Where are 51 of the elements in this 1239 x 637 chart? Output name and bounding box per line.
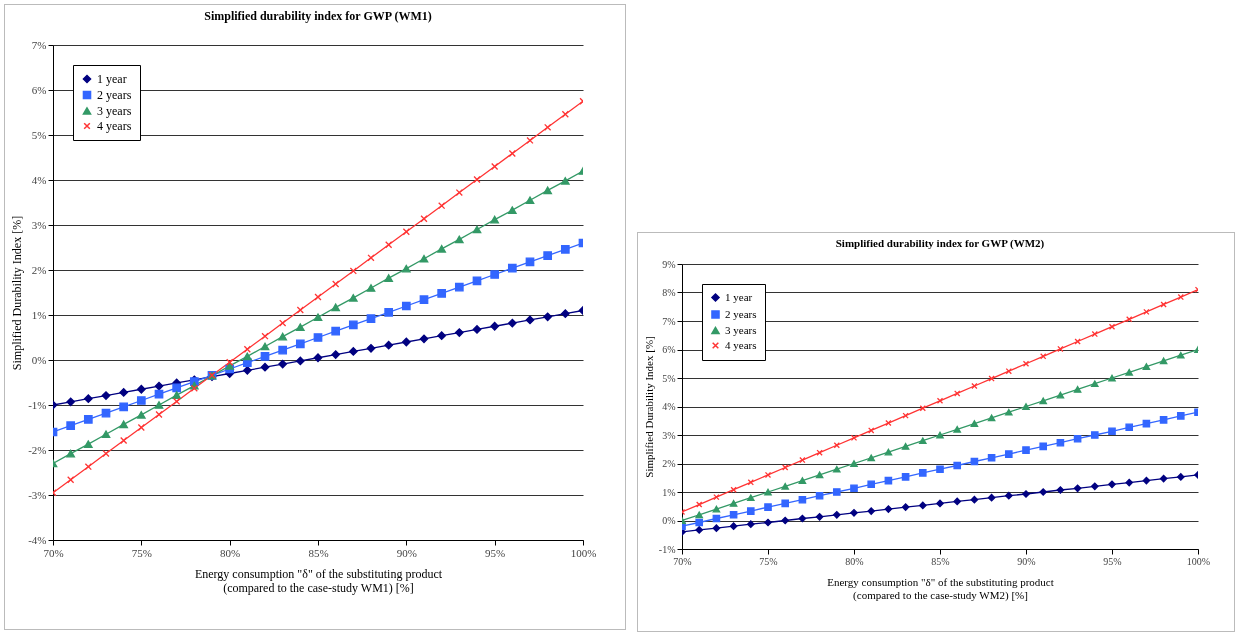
y-tick-label: -1% — [658, 543, 676, 555]
y-tick-label: 9% — [662, 258, 676, 270]
x-tick-label: 80% — [220, 546, 241, 559]
legend-label: 1 year — [725, 290, 753, 303]
x-tick-label: 75% — [759, 555, 778, 567]
y-tick-label: 2% — [31, 263, 47, 276]
x-axis-title: Energy consumption "δ" of the substituting product (compared to the case-study WM2) [%] — [827, 575, 1054, 602]
y-tick-label: 3% — [662, 429, 676, 441]
x-tick-label: 70% — [673, 555, 692, 567]
x-tick-label: 100% — [570, 546, 597, 559]
y-tick-label: 2% — [662, 458, 676, 469]
y-tick-label: 1% — [31, 308, 47, 321]
x-tick-label: 95% — [485, 546, 506, 559]
legend-label: 4 years — [97, 119, 132, 133]
x-tick-label: 85% — [308, 546, 329, 559]
y-tick-label: -2% — [28, 443, 47, 456]
y-tick-label: 1% — [662, 486, 676, 498]
x-tick-label: 75% — [131, 546, 152, 559]
y-tick-label: 3% — [31, 218, 47, 231]
chart-title: Simplified durability index for GWP (WM2) — [835, 237, 1045, 250]
y-tick-label: 8% — [662, 287, 676, 298]
y-tick-label: -4% — [28, 533, 47, 546]
legend-label: 2 years — [97, 88, 132, 102]
y-tick-label: -3% — [28, 488, 47, 501]
x-tick-label: 100% — [1186, 555, 1211, 567]
y-tick-label: 5% — [662, 372, 676, 384]
legend-label: 4 years — [725, 338, 757, 351]
y-axis-title: Simplified Durability Index [%] — [10, 215, 25, 371]
chart-title: Simplified durability index for GWP (WM1) — [204, 9, 432, 23]
y-tick-label: 7% — [31, 38, 47, 51]
y-tick-label: 7% — [662, 315, 676, 327]
y-tick-label: 4% — [31, 173, 47, 186]
x-axis-title: Energy consumption "δ" of the substituting product (compared to the case-study WM1) [%] — [194, 566, 443, 595]
x-tick-label: 80% — [845, 555, 864, 567]
legend-label: 1 year — [97, 72, 127, 86]
x-tick-label: 90% — [1017, 555, 1036, 567]
y-tick-label: -1% — [28, 398, 47, 411]
y-tick-label: 4% — [662, 401, 676, 412]
x-tick-label: 85% — [931, 555, 950, 567]
x-tick-label: 90% — [396, 546, 417, 559]
y-tick-label: 0% — [662, 515, 676, 526]
legend-label: 3 years — [97, 104, 132, 118]
x-tick-label: 95% — [1103, 555, 1122, 567]
y-tick-label: 0% — [31, 353, 47, 366]
x-tick-label: 70% — [43, 546, 64, 559]
legend-label: 2 years — [725, 307, 757, 320]
y-axis-title: Simplified Durability Index [%] — [642, 336, 655, 478]
y-tick-label: 6% — [662, 344, 676, 355]
y-tick-label: 5% — [31, 128, 47, 141]
legend-label: 3 years — [725, 323, 757, 336]
y-tick-label: 6% — [31, 83, 47, 96]
